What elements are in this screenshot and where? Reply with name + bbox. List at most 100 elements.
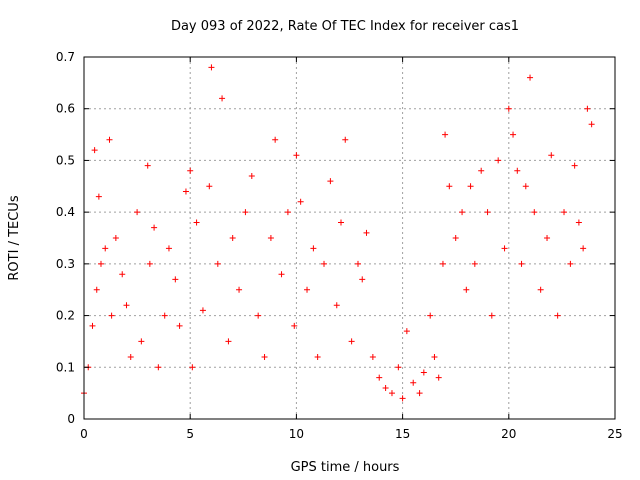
x-tick-label: 5 [186,427,194,441]
x-tick-label: 10 [289,427,304,441]
data-point [416,390,423,397]
data-point [225,338,232,345]
data-point [138,338,145,345]
y-tick-label: 0.6 [56,102,75,116]
data-point [321,260,328,267]
data-point [399,395,406,402]
data-point [208,64,215,71]
data-point [284,209,291,216]
data-point [108,312,115,319]
y-tick-label: 0.7 [56,50,75,64]
y-tick-label: 0 [67,412,75,426]
y-tick-label: 0.4 [56,205,75,219]
data-point [575,219,582,226]
data-point [236,286,243,293]
data-point [561,209,568,216]
data-point [119,271,126,278]
data-point [155,364,162,371]
data-point [123,302,130,309]
data-point [89,322,96,329]
data-point [452,235,459,241]
data-point [310,245,317,252]
data-point [369,353,376,360]
data-point [187,167,194,174]
data-point [172,276,179,283]
data-point [571,162,578,169]
data-point [293,152,300,159]
data-point [93,286,100,293]
y-tick-label: 0.1 [56,360,75,374]
data-point [584,105,591,112]
data-point [544,235,551,241]
data-point [348,338,355,345]
x-tick-label: 0 [80,427,88,441]
data-point [146,260,153,267]
data-point [112,235,119,241]
data-point [161,312,168,319]
data-point [467,183,474,190]
x-tick-label: 15 [395,427,410,441]
data-point [488,312,495,319]
data-point [338,219,345,226]
data-point [342,136,349,143]
data-point [567,260,574,267]
data-point [219,95,226,102]
data-point [527,74,534,81]
data-point [354,260,361,267]
grid-lines [84,57,615,419]
data-point [382,384,389,391]
data-point [478,167,485,174]
y-tick-label: 0.2 [56,309,75,323]
data-point [327,178,334,185]
data-point [304,286,311,293]
data-point [427,312,434,319]
data-point [446,183,453,190]
data-point [484,209,491,216]
data-point [272,136,279,143]
data-point [403,328,410,335]
data-point [182,188,189,195]
data-point [435,374,442,381]
data-point [431,353,438,360]
data-point [193,219,200,226]
plot-frame [83,56,616,420]
data-point [291,322,298,329]
data-point [510,131,517,138]
data-point [134,209,141,216]
data-point [229,235,236,241]
data-point [442,131,449,138]
data-point [439,260,446,267]
data-point [199,307,206,314]
y-tick-label: 0.5 [56,153,75,167]
data-point [267,235,274,241]
data-point [548,152,555,159]
data-point [395,364,402,371]
data-point [388,390,395,397]
data-point [463,286,470,293]
data-point [127,353,134,360]
data-point [363,229,370,236]
data-point [206,183,213,190]
data-point [471,260,478,267]
data-point [176,322,183,329]
data-point [214,260,221,267]
data-point [501,245,508,252]
x-tick-label: 25 [607,427,622,441]
axis-ticks: 0 5 10 15 20 25 0 0.1 0.2 0.3 0.4 0.5 0.6 0.7 [56,50,623,441]
data-point [151,224,158,231]
data-point [144,162,151,169]
data-points [81,64,595,402]
data-point [297,198,304,205]
data-point [248,172,255,179]
chart-title: Day 093 of 2022, Rate Of TEC Index for r… [171,19,519,34]
data-point [95,193,102,200]
y-tick-label: 0.3 [56,257,75,271]
data-point [580,245,587,252]
data-point [495,157,502,164]
data-point [518,260,525,267]
data-point [531,209,538,216]
data-point [522,183,529,190]
data-point [537,286,544,293]
data-point [261,353,268,360]
